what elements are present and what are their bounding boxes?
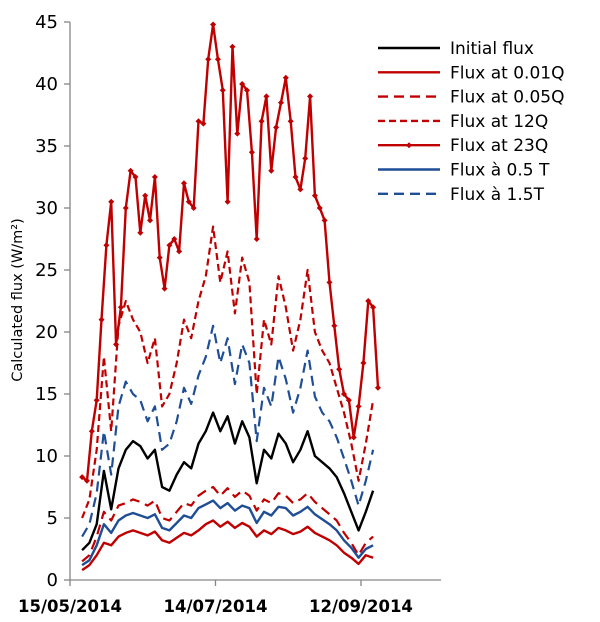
data-point-marker xyxy=(113,341,120,348)
series-line-2 xyxy=(81,519,374,572)
data-point-marker xyxy=(83,477,90,484)
data-point-marker xyxy=(103,242,110,249)
data-point-marker xyxy=(137,229,144,236)
y-tick-label: 25 xyxy=(35,260,58,281)
data-point-marker xyxy=(336,366,343,373)
data-point-marker xyxy=(171,236,178,242)
data-point-marker xyxy=(341,391,348,397)
data-point-marker xyxy=(210,21,217,28)
data-point-marker xyxy=(190,205,197,211)
data-point-marker xyxy=(307,93,314,100)
y-tick-label: 45 xyxy=(35,12,58,33)
data-point-marker xyxy=(117,304,124,311)
legend-marker xyxy=(406,142,412,149)
data-point-marker xyxy=(287,118,294,125)
data-point-marker xyxy=(195,118,202,125)
legend-label-2: Flux at 0.01Q xyxy=(450,63,564,83)
data-point-marker xyxy=(258,118,265,125)
data-point-marker xyxy=(297,186,304,193)
ticks: 0 5 10 15 20 25 30 35 40 45 15/05/2014 14/07/2014 12… xyxy=(18,12,413,616)
data-point-marker xyxy=(147,217,154,224)
data-point-marker xyxy=(132,174,139,180)
data-point-marker xyxy=(79,474,86,481)
y-tick-label: 30 xyxy=(35,198,58,219)
data-point-marker xyxy=(239,81,246,87)
series-line-5 xyxy=(81,23,380,482)
data-point-marker xyxy=(302,155,309,162)
legend-label-5: Flux at 23Q xyxy=(450,136,548,156)
data-point-marker xyxy=(229,43,236,50)
data-point-marker xyxy=(277,99,284,106)
data-point-marker xyxy=(185,198,192,205)
data-point-marker xyxy=(108,198,115,205)
legend-label-1: Initial flux xyxy=(450,39,534,59)
data-point-marker xyxy=(122,205,129,211)
series-line-3 xyxy=(81,485,374,563)
y-tick-label: 20 xyxy=(35,322,58,343)
y-tick-label: 35 xyxy=(35,136,58,157)
data-point-marker xyxy=(142,192,149,199)
plot-lines xyxy=(79,21,381,572)
data-point-marker xyxy=(180,180,187,187)
data-point-marker xyxy=(200,120,207,127)
data-point-marker xyxy=(161,285,168,292)
legend-label-3: Flux at 0.05Q xyxy=(450,88,564,108)
data-point-marker xyxy=(88,428,95,435)
x-tick-label: 12/09/2014 xyxy=(309,597,413,616)
data-point-marker xyxy=(176,248,183,255)
data-point-marker xyxy=(156,254,163,261)
data-point-marker xyxy=(98,316,105,323)
data-point-marker xyxy=(273,124,280,131)
legend-label-7: Flux à 1.5T xyxy=(450,185,545,205)
data-point-marker xyxy=(224,198,231,205)
y-axis-label: Calculated flux (W/m²) xyxy=(10,218,26,382)
data-point-marker xyxy=(360,360,367,366)
data-point-marker xyxy=(244,87,251,94)
axes xyxy=(69,22,441,581)
legend-label-6: Flux à 0.5 T xyxy=(450,161,550,181)
legend: Initial flux Flux at 0.01Q Flux at 0.05Q Fl… xyxy=(378,39,564,205)
series-line-4 xyxy=(81,225,375,519)
data-point-marker xyxy=(316,205,323,211)
data-point-marker xyxy=(292,174,299,180)
data-point-marker xyxy=(365,298,372,304)
data-point-marker xyxy=(234,130,241,137)
y-tick-label: 40 xyxy=(35,74,58,95)
x-tick-label: 14/07/2014 xyxy=(164,597,268,616)
data-point-marker xyxy=(214,56,221,63)
data-point-marker xyxy=(205,56,212,63)
data-point-marker xyxy=(268,167,275,174)
data-point-marker xyxy=(151,174,158,180)
data-point-marker xyxy=(219,87,226,94)
data-point-marker xyxy=(248,149,255,156)
data-point-marker xyxy=(355,403,362,410)
y-tick-label: 0 xyxy=(47,570,58,591)
data-point-marker xyxy=(282,74,289,81)
data-point-marker xyxy=(370,304,377,311)
data-point-marker xyxy=(345,397,352,404)
series-line-6 xyxy=(81,499,374,567)
data-point-marker xyxy=(263,93,270,100)
data-point-marker xyxy=(253,236,260,242)
data-point-marker xyxy=(127,167,134,174)
y-tick-label: 15 xyxy=(35,384,58,405)
series-line-7 xyxy=(81,324,375,538)
data-point-marker xyxy=(93,397,100,404)
legend-label-4: Flux at 12Q xyxy=(450,112,548,132)
y-tick-label: 10 xyxy=(35,446,58,467)
data-point-marker xyxy=(321,217,328,224)
data-point-marker xyxy=(350,434,357,441)
data-point-marker xyxy=(331,322,338,329)
data-point-marker xyxy=(166,242,173,249)
x-tick-label: 15/05/2014 xyxy=(18,597,122,616)
data-point-marker xyxy=(374,384,381,391)
y-tick-label: 5 xyxy=(47,508,58,529)
data-point-marker xyxy=(311,192,318,199)
series-line-1 xyxy=(81,411,375,552)
data-point-marker xyxy=(326,279,333,286)
